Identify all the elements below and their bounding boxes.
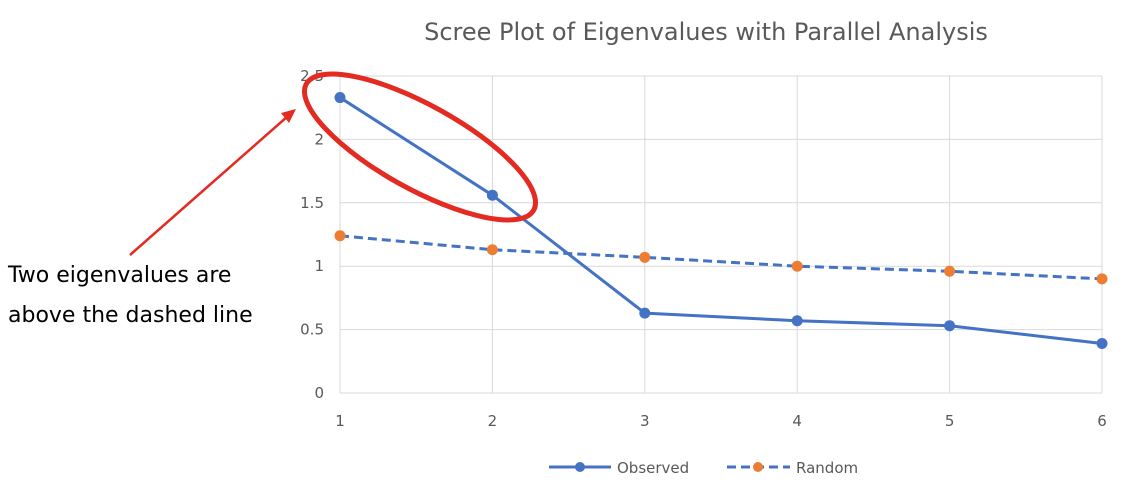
x-tick-label: 6	[1097, 412, 1107, 430]
x-tick-label: 5	[945, 412, 955, 430]
data-point-random	[1096, 273, 1108, 285]
series-line-random	[339, 234, 1103, 281]
data-point-observed	[944, 320, 956, 332]
x-tick-label: 1	[335, 412, 345, 430]
x-tick-label: 2	[488, 412, 498, 430]
legend: Observed Random	[549, 459, 858, 477]
series-layer	[334, 92, 1108, 350]
legend-label-observed: Observed	[617, 459, 689, 477]
plot-gridlines	[339, 75, 1103, 394]
data-point-random	[334, 230, 346, 242]
annotation-arrow-head	[281, 109, 296, 123]
x-axis-ticks: 1 2 3 4 5 6	[335, 412, 1107, 430]
annotation-text-line-2: above the dashed line	[8, 303, 253, 328]
data-point-observed	[334, 92, 346, 104]
y-tick-label: 0.5	[300, 321, 324, 339]
data-point-observed	[791, 315, 803, 327]
data-point-random	[486, 244, 498, 256]
highlight-ellipse	[301, 71, 539, 223]
y-tick-label: 1.5	[300, 194, 324, 212]
annotation-text-line-1: Two eigenvalues are	[7, 263, 231, 288]
annotation-arrow-line	[129, 115, 289, 256]
data-point-observed	[1096, 338, 1108, 350]
x-tick-label: 4	[792, 412, 802, 430]
data-point-random	[944, 265, 956, 277]
annotation-group: Two eigenvalues are above the dashed lin…	[7, 71, 539, 328]
data-point-observed	[486, 189, 498, 201]
legend-label-random: Random	[796, 459, 858, 477]
chart-title: Scree Plot of Eigenvalues with Parallel …	[424, 18, 988, 46]
y-axis-ticks: 00.511.522.5	[300, 67, 324, 402]
legend-marker-observed	[575, 462, 585, 472]
x-tick-label: 3	[640, 412, 650, 430]
data-point-random	[791, 260, 803, 272]
data-point-observed	[639, 307, 651, 319]
y-tick-label: 2	[314, 130, 324, 148]
series-line-observed	[339, 96, 1103, 346]
data-point-random	[639, 251, 651, 263]
y-tick-label: 0	[314, 384, 324, 402]
legend-marker-random	[753, 462, 763, 472]
y-tick-label: 1	[314, 257, 324, 275]
